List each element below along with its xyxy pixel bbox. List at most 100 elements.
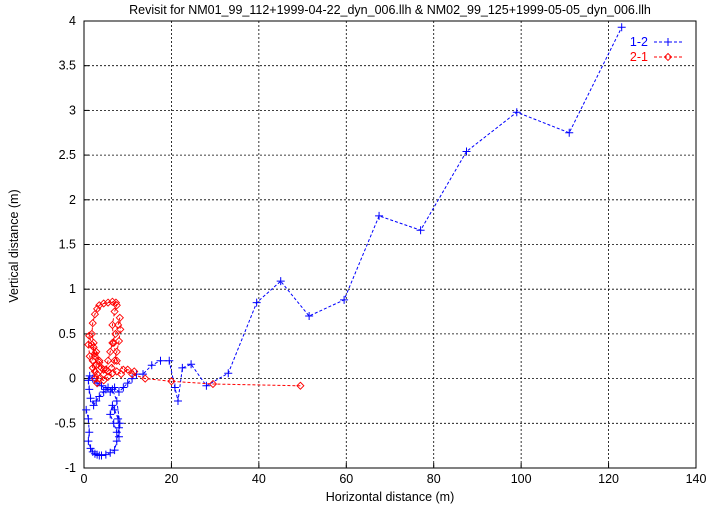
series-2-1 [84,297,305,390]
y-tick-label: 0 [69,372,76,386]
x-tick-label: 120 [598,472,619,486]
x-tick-label: 40 [252,472,266,486]
series-1-2-point [617,23,626,32]
series-2-1-point [112,367,121,376]
series-2-1-point [114,336,124,346]
series-1-2-point [119,383,128,392]
series-1-2-point [112,396,121,405]
series-2-1-point [87,340,97,349]
y-tick-label: 0.5 [59,327,76,341]
x-tick-label: 0 [81,472,88,486]
series-2-1-point [130,367,139,376]
series-1-2-point [565,128,574,137]
series-1-2-point [224,369,233,378]
series-1-2-point [123,379,132,388]
series-1-2-point [84,376,93,385]
y-tick-label: -1 [65,461,76,475]
series-2-1-point [99,365,108,374]
x-tick-label: 20 [164,472,178,486]
series-2-1-point [84,340,93,349]
series-1-2-point [187,360,196,369]
series-1-2-point [85,428,94,437]
series-1-2-point [128,374,137,383]
series-1-2-point [305,312,314,321]
series-1-2-point [114,414,123,423]
legend: 1-2 2-1 [630,35,682,64]
series-1-2-point [147,361,156,370]
series-1-2-point [462,147,471,156]
y-tick-label: 4 [69,14,76,28]
series-2-1-point [90,310,100,319]
series-1-2-point [170,383,179,392]
x-tick-label: 100 [511,472,532,486]
series-1-2-point [101,450,110,459]
series-1-2-point [156,356,165,365]
y-tick-label: -0.5 [54,416,76,430]
series-1-2-point [115,419,124,428]
series-1-2-point [101,385,110,394]
series-2-1-point [95,301,104,310]
series-2-1-point [88,356,97,365]
grid [84,21,696,468]
series-2-1-point [115,313,124,322]
legend-swatch-1-2 [654,38,682,46]
series-1-2-point [178,363,187,372]
series-2-1-point [108,369,117,378]
series-1-2-point [106,388,115,397]
series-1-2-point [97,381,106,390]
series-1-2-point [112,428,121,437]
series-2-1-point [110,307,119,316]
series-1-2-point [106,410,115,419]
series-2-1-point [108,338,117,347]
series-2-1-point [88,363,97,373]
series-1-2-point [340,295,349,304]
series-2-1-point [110,356,119,365]
series-1-2-point [252,298,261,307]
series-2-1-point [89,343,98,352]
series-1-2-point [202,381,211,390]
series-1-2-point [114,432,123,441]
series-1-2-point [114,388,123,397]
x-tick-label: 140 [686,472,707,486]
series-2-1-point [99,376,108,385]
series-2-1-point [108,320,117,330]
series-1-2-point [84,437,93,446]
y-tick-label: 2 [69,193,76,207]
y-tick-label: 1 [69,282,76,296]
series-2-1-point [112,356,121,365]
series-1-2-point [97,451,106,460]
x-axis-label: Horizontal distance (m) [326,490,455,504]
legend-swatch-2-1 [654,52,682,62]
series-1-2-point [165,356,174,365]
series-1-2-point [114,423,123,432]
series-1-2-point [276,277,285,286]
series-1-2-point [110,383,119,392]
series-1-2-point [173,396,182,405]
series-2-1-point [95,374,104,383]
series-2-1-point [103,367,113,376]
series-2-1-point [208,379,218,389]
series-1-2-point [95,392,104,401]
x-tick-label: 80 [427,472,441,486]
legend-label-2-1: 2-1 [630,50,648,64]
series-2-1-point [112,347,121,356]
x-tick-label: 60 [339,472,353,486]
series-2-1-point [85,331,94,340]
series-2-1-point [99,299,108,308]
series-1-2-legend-marker [664,38,672,46]
y-tick-label: 3 [69,103,76,117]
series-layer [82,23,626,460]
series-1-2-point [89,401,98,410]
series-2-1-point [141,374,150,383]
series-2-1-point [106,347,115,356]
series-1-2-point [375,211,384,220]
series-2-1-point [103,372,113,381]
series-2-1-point [127,369,137,379]
series-1-2-point [82,405,91,414]
y-tick-label: 1.5 [59,238,76,252]
series-1-2 [82,23,626,460]
series-2-1-point [111,298,121,307]
series-1-2-point [86,394,95,403]
